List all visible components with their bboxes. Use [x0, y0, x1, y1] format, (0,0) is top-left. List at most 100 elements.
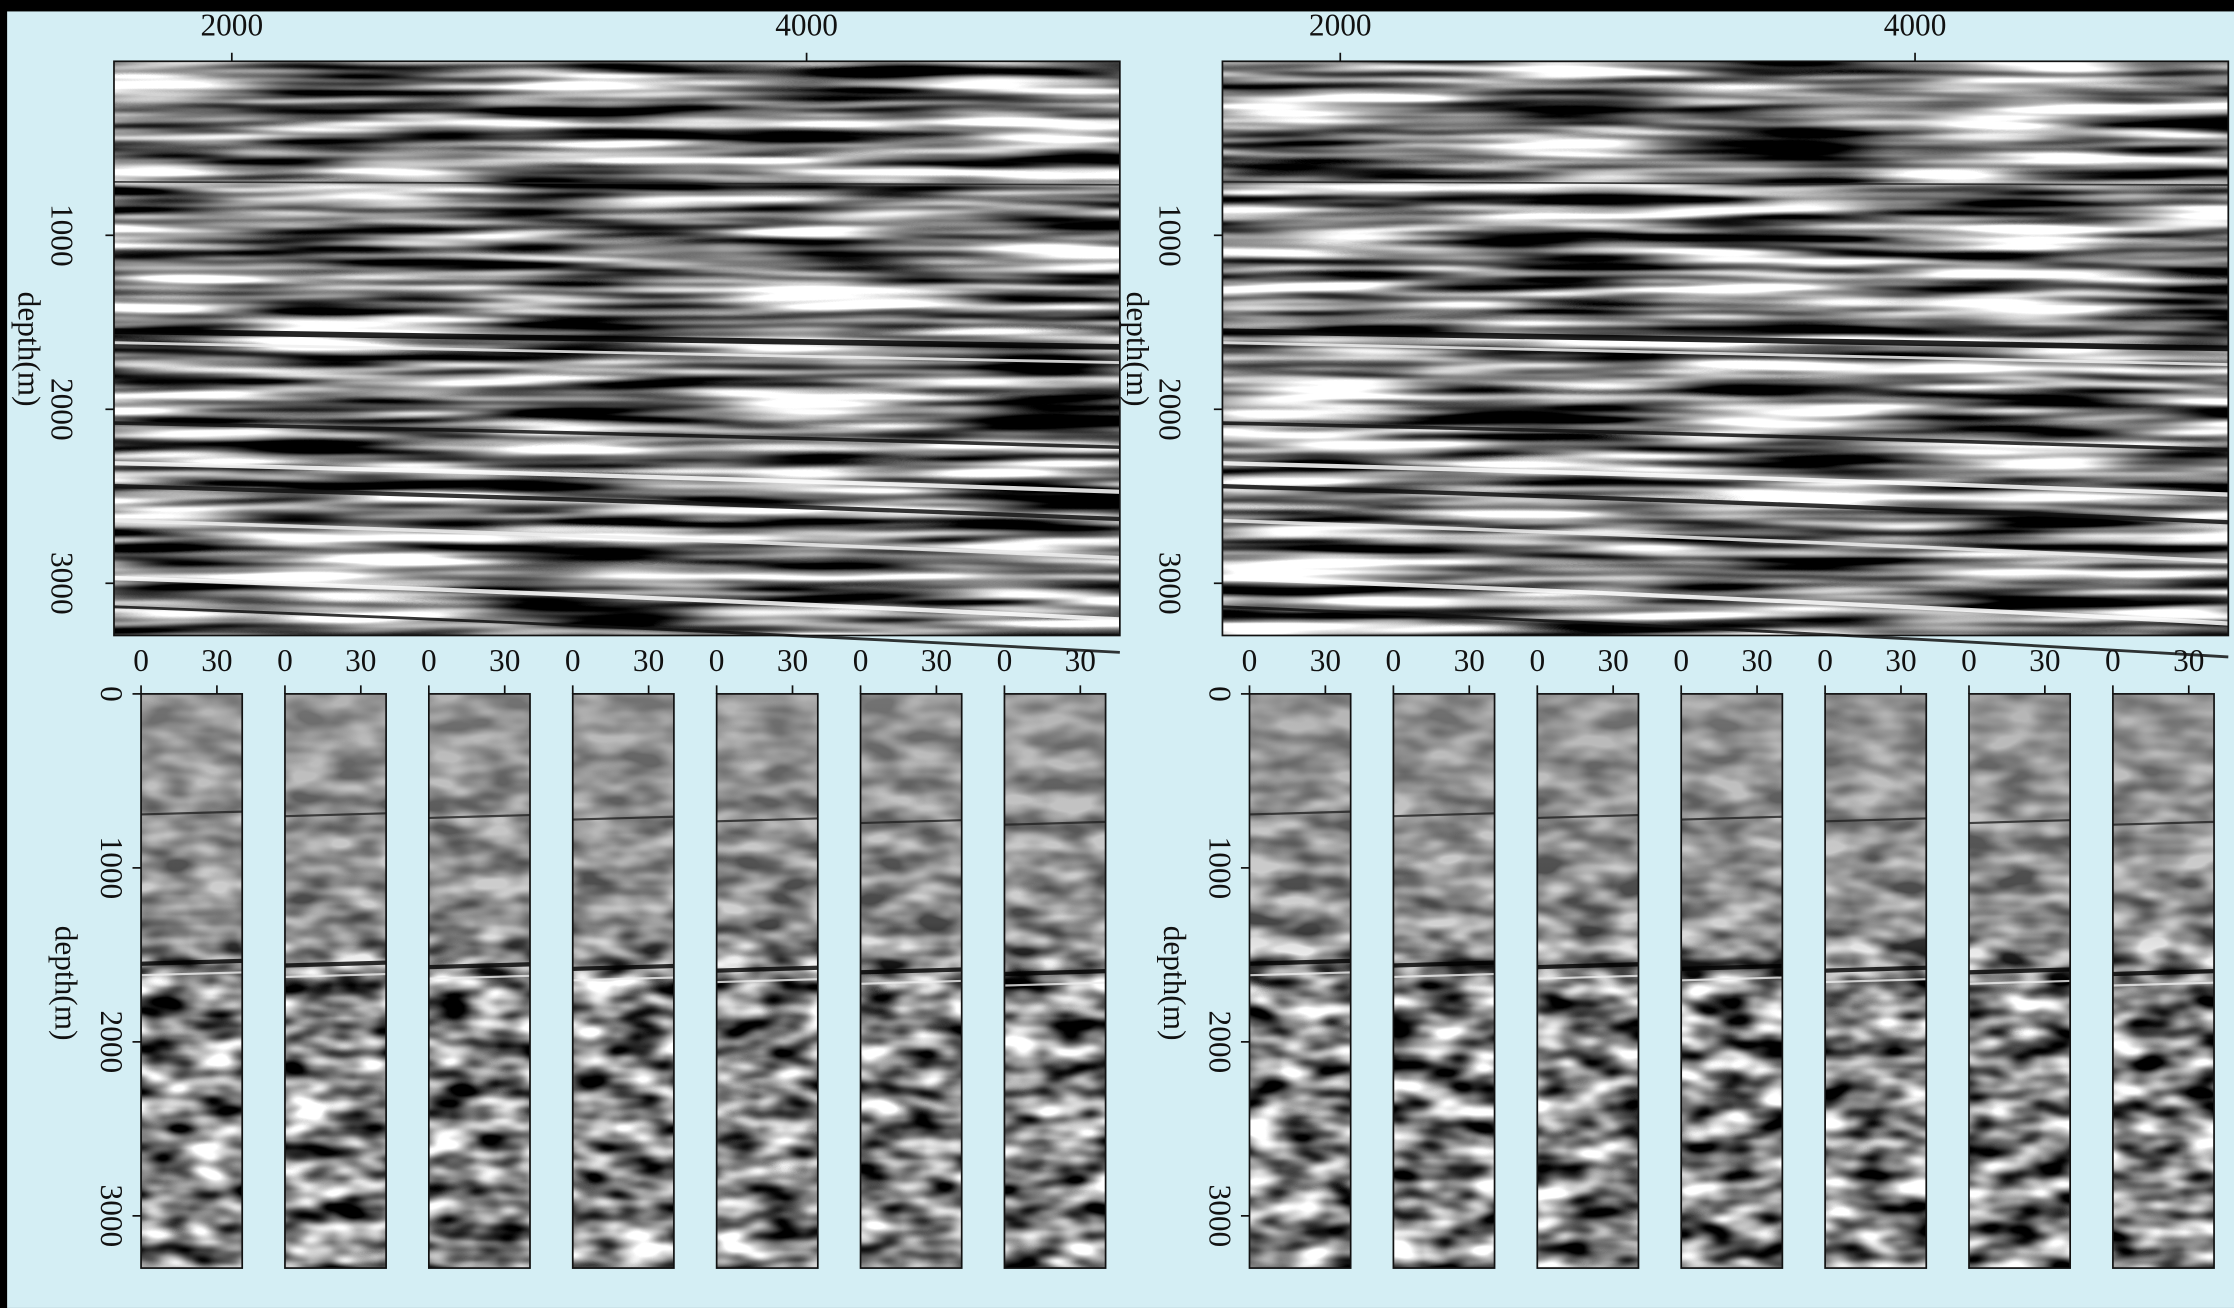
- x-tick-label: 0: [1529, 643, 1545, 678]
- reflector: [1222, 605, 2229, 659]
- y-tick-label: 3000: [44, 552, 79, 615]
- gather-frame: [571, 693, 675, 1269]
- x-tick-label: 0: [1242, 643, 1258, 678]
- gather-reflector: [1004, 969, 1106, 977]
- reflector: [113, 518, 1120, 560]
- gather-frame: [1824, 693, 1928, 1269]
- x-tick-label: 0: [565, 643, 581, 678]
- reflector: [1222, 421, 2229, 452]
- x-tick-label: 0: [1817, 643, 1833, 678]
- x-tick-label: 0: [1386, 643, 1402, 678]
- gather-shade: [572, 693, 674, 1269]
- gather-shade: [1537, 693, 1639, 1269]
- x-tick-label: 30: [2029, 643, 2060, 678]
- x-tick-label: 30: [1885, 643, 1916, 678]
- x-tick-label: 0: [709, 643, 725, 678]
- x-tick-label: 0: [421, 643, 437, 678]
- reflector: [113, 421, 1120, 450]
- y-tick-label: 2000: [1153, 378, 1188, 441]
- y-axis-label: depth(m): [12, 292, 47, 407]
- gather-reflector: [428, 962, 531, 970]
- reflector: [113, 181, 1120, 186]
- y-tick-label: 1000: [1153, 204, 1188, 267]
- gather-reflector: [140, 958, 243, 966]
- gather-reflector: [1249, 958, 1351, 966]
- reflector: [1222, 341, 2229, 367]
- gather-reflector: [141, 971, 243, 977]
- reflector: [1222, 461, 2229, 497]
- gather-reflector: [1393, 973, 1495, 979]
- reflector: [1222, 575, 2229, 626]
- gather-reflector: [1537, 813, 1639, 819]
- gather-frame: [1680, 693, 1784, 1269]
- reflector: [113, 341, 1120, 365]
- y-axis-label: depth(m): [1120, 292, 1155, 407]
- y-tick-label: 3000: [94, 1185, 129, 1248]
- y-tick-label: 2000: [44, 378, 79, 441]
- gather-reflector: [572, 976, 674, 982]
- gather-frame: [1003, 693, 1107, 1269]
- x-tick-label: 30: [345, 643, 376, 678]
- gather-shade: [284, 693, 387, 1269]
- x-tick-label: 30: [633, 643, 664, 678]
- gather-reflector: [1968, 979, 2071, 985]
- gather-reflector: [1825, 978, 1927, 984]
- y-tick-label: 1000: [94, 837, 129, 900]
- reflector: [113, 461, 1120, 494]
- x-tick-label: 0: [277, 643, 293, 678]
- reflector: [113, 328, 1120, 350]
- x-tick-label: 0: [997, 643, 1013, 678]
- gather-frame: [1968, 693, 2072, 1269]
- gather-reflector: [572, 815, 674, 821]
- x-tick-label: 30: [1741, 643, 1772, 678]
- x-tick-label: 2000: [200, 8, 263, 43]
- gather-reflector: [860, 819, 962, 825]
- gather-reflector: [716, 978, 818, 984]
- y-tick-label: 2000: [1203, 1011, 1238, 1074]
- gather-frame: [2112, 693, 2215, 1269]
- gather-reflector: [1249, 971, 1351, 977]
- gather-shade: [141, 693, 243, 1269]
- gather-reflector: [2112, 969, 2215, 977]
- gather-reflector: [2112, 981, 2215, 987]
- gather-reflector: [1825, 817, 1927, 823]
- gather-frame: [1248, 693, 1352, 1269]
- reflector: [1222, 181, 2229, 186]
- gather-reflector: [1681, 963, 1783, 972]
- y-axis-label: depth(m): [1157, 926, 1192, 1041]
- section-image: [113, 61, 1120, 636]
- x-tick-label: 30: [921, 643, 952, 678]
- gather-reflector: [1249, 810, 1351, 816]
- x-tick-label: 30: [1065, 643, 1096, 678]
- gather-shade: [1681, 693, 1783, 1269]
- gather-reflector: [716, 817, 818, 823]
- gather-reflector: [1393, 960, 1495, 968]
- reflector: [1222, 518, 2229, 564]
- gather-frame: [1392, 693, 1496, 1269]
- section-frame: [1221, 60, 2230, 637]
- gather-reflector: [1681, 976, 1783, 982]
- gather-reflector: [284, 960, 387, 968]
- reflector: [113, 575, 1120, 622]
- gather-reflector: [428, 813, 531, 819]
- gather-reflector: [1393, 812, 1495, 818]
- x-tick-label: 30: [1454, 643, 1485, 678]
- x-tick-label: 4000: [775, 8, 838, 43]
- x-tick-label: 2000: [1309, 8, 1372, 43]
- gather-reflector: [860, 967, 962, 975]
- gather-reflector: [1968, 967, 2071, 975]
- gather-reflector: [1537, 962, 1639, 970]
- x-tick-label: 30: [201, 643, 232, 678]
- gather-shade: [2112, 693, 2215, 1269]
- gather-reflector: [860, 979, 962, 985]
- gather-reflector: [1004, 820, 1106, 826]
- gather-reflector: [2112, 820, 2215, 826]
- gather-reflector: [1968, 819, 2071, 825]
- gather-reflector: [572, 963, 674, 972]
- gather-reflector: [716, 965, 818, 973]
- gather-frame: [140, 693, 244, 1269]
- gather-frame: [715, 693, 819, 1269]
- y-tick-label: 0: [94, 686, 129, 702]
- y-tick-label: 2000: [94, 1011, 129, 1074]
